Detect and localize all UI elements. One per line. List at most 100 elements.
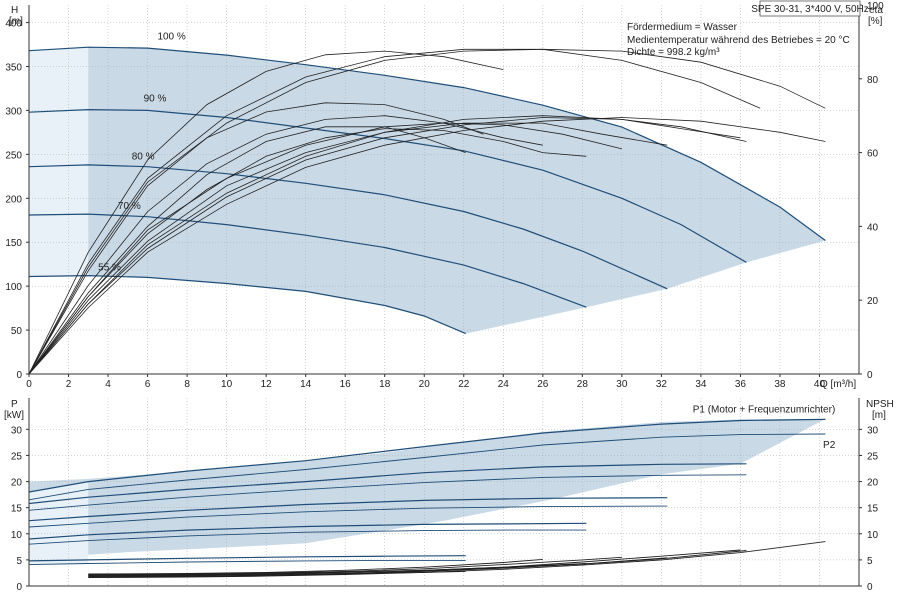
qh-x-tick-label: 8: [184, 379, 190, 390]
eta-curve: [28, 128, 587, 375]
eta-curve: [28, 117, 747, 375]
qh-speed-curve: [28, 164, 668, 290]
eta-curve: [28, 115, 741, 375]
npsh-y-tick-label: 10: [867, 530, 879, 541]
speed-curve-label: 100 %: [157, 31, 185, 42]
qh-x-tick-label: 4: [105, 379, 111, 390]
power-y-tick-label: 20: [11, 478, 23, 489]
info-density: Dichte = 998.2 kg/m³: [627, 47, 720, 58]
qh-x-tick-label: 2: [66, 379, 72, 390]
qh-x-tick-label: 36: [735, 379, 747, 390]
qh-x-tick-label: 32: [656, 379, 668, 390]
qh-grid: [28, 5, 859, 375]
power-y-tick-label: 25: [11, 451, 23, 462]
p1-power-curve: [28, 555, 466, 562]
qh-speed-curve: [28, 274, 466, 335]
npsh-curve: [88, 556, 622, 575]
qh-area-layer: [29, 47, 826, 334]
model-box: [759, 0, 861, 17]
qh-x-tick-label: 26: [537, 379, 549, 390]
npsh-curve: [88, 549, 741, 576]
qh-x-tick-label: 28: [577, 379, 589, 390]
npsh-curve: [88, 550, 747, 578]
qh-axes: 0 2 4 6 8 10 12 14 16 18 20 22 24 26 28 30 32 34 36 38 40050…: [5, 1, 884, 390]
qh-x-tick-label: 10: [221, 379, 233, 390]
speed-curve-label: 80 %: [132, 152, 155, 163]
info-temperature: Medientemperatur während des Betriebes =…: [627, 35, 850, 46]
p2-curve-label: P2: [823, 440, 836, 451]
qh-x-axis-label: Q [m³/h]: [820, 379, 856, 390]
eta-y-tick-label: 20: [867, 296, 879, 307]
eta-y-tick-label: 0: [867, 370, 873, 381]
speed-curve-label: 90 %: [144, 94, 167, 105]
p1-power-curve: [28, 463, 747, 505]
power-y-tick-label: 15: [11, 504, 23, 515]
qh-y-tick-label: 100: [5, 282, 22, 293]
qh-speed-curves: 100 % 90 % 80 % 70 % 55 %: [28, 31, 826, 335]
npsh-y-tick-label: 0: [867, 582, 873, 593]
qh-left-band: [29, 47, 89, 277]
qh-x-tick-label: 6: [145, 379, 151, 390]
power-y-axis-label: P: [11, 399, 18, 410]
power-y-tick-label: 10: [11, 530, 23, 541]
qh-speed-curve: [28, 46, 826, 241]
power-y-tick-label: 30: [11, 425, 23, 436]
qh-y-tick-label: 350: [5, 63, 22, 74]
eta-y-tick-label: 100: [867, 1, 884, 12]
p1-power-curve: [28, 497, 668, 522]
qh-x-tick-label: 20: [419, 379, 431, 390]
npsh-curve: [88, 558, 543, 575]
speed-curve-label: 55 %: [98, 262, 121, 273]
qh-speed-curve: [28, 213, 587, 308]
p1-curve-label: P1 (Motor + Frequenzumrichter): [693, 405, 836, 416]
power-axes: 0 5 10 15 20 25 30 0 5 10 15 20 25 30 P[kW] NPSH[m]: [4, 398, 894, 593]
p2-power-curve: [28, 474, 747, 511]
qh-x-tick-label: 14: [300, 379, 312, 390]
qh-x-tick-label: 22: [458, 379, 470, 390]
eta-y-tick-label: 60: [867, 149, 879, 160]
npsh-curves: [88, 541, 826, 579]
power-y-tick-label: 0: [16, 582, 22, 593]
qh-x-tick-label: 34: [695, 379, 707, 390]
eta-curve: [28, 48, 826, 375]
qh-x-tick-label: 12: [261, 379, 273, 390]
qh-y-tick-label: 400: [5, 19, 22, 30]
qh-y-tick-label: 250: [5, 150, 22, 161]
p1-power-curve: [28, 522, 587, 540]
power-area-layer: [29, 418, 826, 565]
qh-y-axis-unit: [m]: [9, 16, 23, 27]
qh-y-tick-label: 300: [5, 106, 22, 117]
npsh-axis-unit: [m]: [872, 410, 886, 421]
eta-curve: [28, 50, 504, 375]
p2-power-curve: [28, 433, 826, 501]
qh-x-tick-label: 0: [26, 379, 32, 390]
qh-x-tick-label: 24: [498, 379, 510, 390]
npsh-y-tick-label: 25: [867, 451, 879, 462]
eta-y-tick-label: 80: [867, 75, 879, 86]
npsh-curve: [88, 541, 826, 579]
qh-x-tick-label: 30: [616, 379, 628, 390]
npsh-y-tick-label: 20: [867, 478, 879, 489]
eta-curve: [28, 122, 668, 375]
p1-power-curve: [28, 418, 826, 493]
qh-x-tick-label: 40: [814, 379, 826, 390]
qh-x-tick-label: 16: [340, 379, 352, 390]
qh-operating-area: [29, 47, 826, 334]
eta-curve: [28, 117, 826, 375]
power-left-band: [29, 481, 89, 565]
power-y-axis-unit: [kW]: [4, 410, 24, 421]
qh-speed-curve: [28, 108, 747, 263]
eta-axis-unit: [%]: [868, 16, 883, 27]
eta-curves: [28, 48, 826, 375]
npsh-y-tick-label: 30: [867, 425, 879, 436]
speed-curve-label: 70 %: [118, 201, 141, 212]
power-y-tick-label: 5: [16, 556, 22, 567]
power-operating-area: [29, 418, 826, 556]
qh-y-axis-label: H: [11, 5, 18, 16]
npsh-y-tick-label: 15: [867, 504, 879, 515]
power-curves: P1 (Motor + Frequenzumrichter) P2: [28, 405, 836, 566]
p2-power-curve: [28, 559, 466, 566]
eta-y-tick-label: 40: [867, 222, 879, 233]
